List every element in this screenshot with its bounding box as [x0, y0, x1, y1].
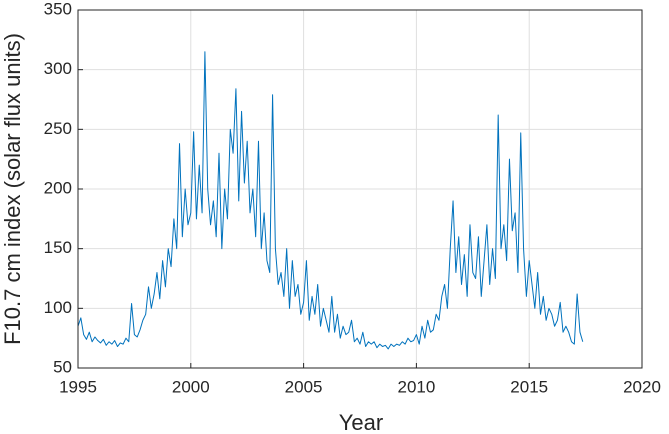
x-tick-label: 1995 [59, 377, 97, 396]
x-tick-label: 2000 [172, 377, 210, 396]
y-tick-label: 100 [44, 298, 72, 317]
y-tick-label: 50 [53, 357, 72, 376]
x-tick-label: 2015 [510, 377, 548, 396]
x-tick-label: 2010 [397, 377, 435, 396]
y-tick-label: 150 [44, 238, 72, 257]
x-tick-label: 2020 [623, 377, 661, 396]
y-tick-label: 200 [44, 178, 72, 197]
plot-frame [77, 9, 643, 369]
x-tick-label: 2005 [285, 377, 323, 396]
y-axis-label: F10.7 cm index (solar flux units) [0, 33, 25, 345]
x-axis-label: Year [339, 410, 383, 434]
data-line [77, 51, 584, 350]
y-tick-label: 300 [44, 59, 72, 78]
y-tick-label: 350 [44, 0, 72, 18]
y-tick-label: 250 [44, 119, 72, 138]
